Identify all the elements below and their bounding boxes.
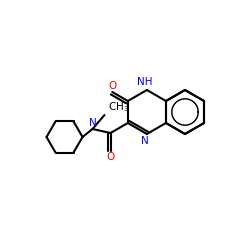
Text: N: N [89, 118, 96, 128]
Text: NH: NH [137, 77, 153, 87]
Text: O: O [106, 152, 115, 162]
Text: O: O [108, 81, 116, 91]
Text: CH$_3$: CH$_3$ [108, 100, 129, 114]
Text: N: N [141, 136, 149, 146]
